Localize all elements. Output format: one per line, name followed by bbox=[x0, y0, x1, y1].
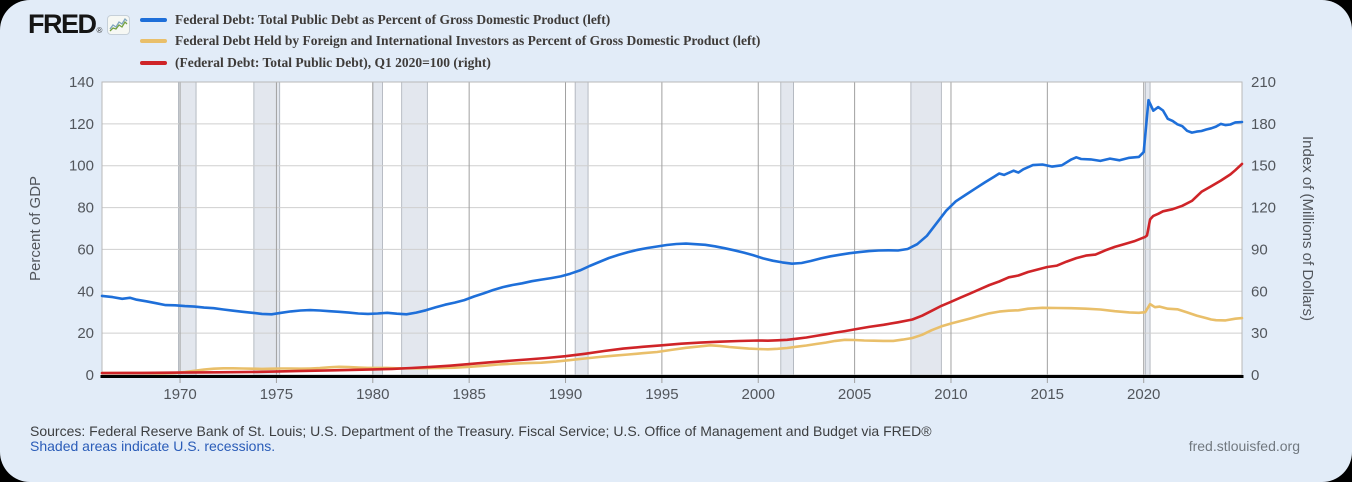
svg-text:150: 150 bbox=[1251, 158, 1276, 175]
left-axis-title: Percent of GDP bbox=[27, 176, 44, 281]
legend-swatch-blue bbox=[140, 17, 167, 22]
chart-footer: Sources: Federal Reserve Bank of St. Lou… bbox=[30, 424, 932, 454]
svg-text:120: 120 bbox=[69, 116, 94, 133]
fred-logo[interactable]: FRED ® bbox=[28, 9, 131, 40]
svg-text:80: 80 bbox=[77, 200, 94, 217]
svg-text:2015: 2015 bbox=[1031, 386, 1064, 403]
legend-item: Federal Debt Held by Foreign and Interna… bbox=[140, 31, 760, 53]
legend-swatch-red bbox=[140, 60, 167, 65]
svg-text:20: 20 bbox=[77, 325, 94, 342]
svg-text:60: 60 bbox=[1251, 283, 1268, 300]
svg-text:100: 100 bbox=[69, 158, 94, 175]
svg-text:210: 210 bbox=[1251, 74, 1276, 91]
site-link[interactable]: fred.stlouisfed.org bbox=[1188, 438, 1300, 454]
sources-text: Sources: Federal Reserve Bank of St. Lou… bbox=[30, 423, 932, 439]
svg-text:60: 60 bbox=[77, 241, 94, 258]
svg-text:90: 90 bbox=[1251, 241, 1268, 258]
series-line-2 bbox=[100, 162, 1244, 375]
svg-text:30: 30 bbox=[1251, 325, 1268, 342]
fred-logo-text: FRED bbox=[28, 9, 97, 39]
right-axis-title: Index of (Millions of Dollars) bbox=[1299, 136, 1316, 321]
recession-note-link[interactable]: Shaded areas indicate U.S. recessions. bbox=[30, 438, 276, 454]
fred-sparkline-icon bbox=[107, 15, 131, 40]
svg-text:2005: 2005 bbox=[838, 386, 871, 403]
vertical-gridlines bbox=[179, 82, 1145, 375]
svg-text:1975: 1975 bbox=[260, 386, 293, 403]
svg-text:2010: 2010 bbox=[934, 386, 967, 403]
svg-text:0: 0 bbox=[1251, 367, 1259, 384]
svg-text:1985: 1985 bbox=[452, 386, 485, 403]
svg-text:0: 0 bbox=[86, 367, 94, 384]
x-axis-labels: 1970 1975 1980 1985 1990 1995 2000 2005 2010 2015… bbox=[163, 378, 1160, 403]
svg-text:140: 140 bbox=[69, 74, 94, 91]
svg-text:40: 40 bbox=[77, 283, 94, 300]
left-axis-labels: 0 20 40 60 80 100 120 140 bbox=[69, 74, 94, 384]
legend-label: (Federal Debt: Total Public Debt), Q1 20… bbox=[175, 54, 491, 70]
svg-text:1970: 1970 bbox=[163, 386, 196, 403]
legend-swatch-gold bbox=[140, 39, 167, 44]
legend-item: (Federal Debt: Total Public Debt), Q1 20… bbox=[140, 52, 760, 74]
svg-text:120: 120 bbox=[1251, 200, 1276, 217]
legend: Federal Debt: Total Public Debt as Perce… bbox=[140, 9, 760, 74]
svg-text:180: 180 bbox=[1251, 116, 1276, 133]
series-line-0 bbox=[100, 98, 1244, 316]
legend-label: Federal Debt: Total Public Debt as Perce… bbox=[175, 11, 611, 27]
svg-text:1995: 1995 bbox=[645, 386, 678, 403]
svg-text:1990: 1990 bbox=[549, 386, 582, 403]
legend-label: Federal Debt Held by Foreign and Interna… bbox=[175, 33, 761, 49]
svg-text:1980: 1980 bbox=[356, 386, 389, 403]
series-line-1 bbox=[100, 302, 1244, 375]
svg-text:2020: 2020 bbox=[1127, 386, 1160, 403]
registered-mark: ® bbox=[96, 26, 103, 35]
legend-item: Federal Debt: Total Public Debt as Perce… bbox=[140, 9, 760, 31]
plot-area bbox=[102, 82, 1242, 375]
right-axis-labels: 0 30 60 90 120 150 180 210 bbox=[1251, 74, 1276, 384]
svg-text:2000: 2000 bbox=[742, 386, 775, 403]
